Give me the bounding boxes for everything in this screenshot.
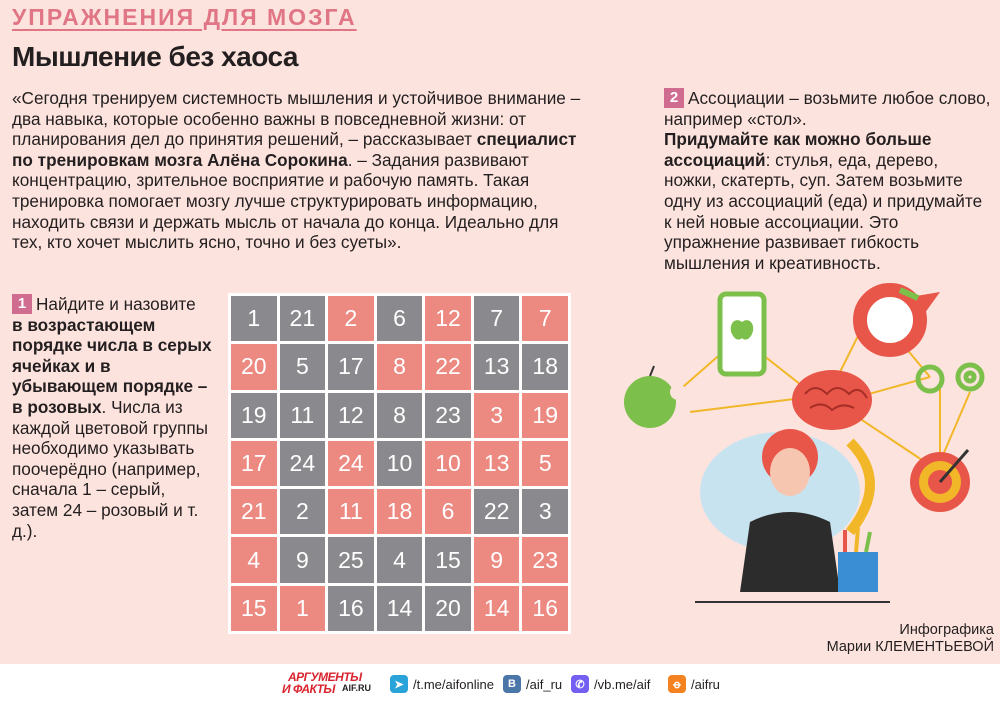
gray-number-cell: 18 <box>522 344 568 390</box>
footer: АРГУМЕНТЫ И ФАКТЫ AIF.RU ➤ /t.me/aifonli… <box>0 664 1000 703</box>
pink-number-cell: 4 <box>231 537 277 583</box>
expert-name: специалист по тренировкам мозга Алёна Со… <box>12 129 577 170</box>
odnoklassniki-icon: ꝋ <box>668 675 686 693</box>
gray-number-cell: 6 <box>376 296 423 342</box>
pink-number-cell: 10 <box>425 440 471 487</box>
gray-number-cell: 2 <box>279 489 326 535</box>
intro-part2: . – Задания развивают концентрацию, зрит… <box>12 149 559 253</box>
gray-number-cell: 9 <box>279 537 326 583</box>
pink-number-cell: 19 <box>522 392 568 438</box>
pink-number-cell: 12 <box>425 296 471 342</box>
task-1-rest: . Числа из каждой цветовой группы необхо… <box>12 396 208 541</box>
gray-number-cell: 5 <box>279 344 326 390</box>
telegram-link[interactable]: ➤ /t.me/aifonline <box>390 675 494 693</box>
gray-number-cell: 8 <box>376 392 423 438</box>
pink-number-cell: 2 <box>328 296 374 342</box>
pink-number-cell: 21 <box>231 489 277 535</box>
logo-site: AIF.RU <box>342 683 371 693</box>
aif-logo[interactable]: АРГУМЕНТЫ И ФАКТЫ AIF.RU <box>282 670 380 696</box>
task-2-number: 2 <box>664 88 684 108</box>
gray-number-cell: 25 <box>328 537 374 583</box>
pink-number-cell: 6 <box>425 489 471 535</box>
telegram-icon: ➤ <box>390 675 408 693</box>
viber-link[interactable]: ✆ /vb.me/aif <box>571 675 650 693</box>
number-grid: 1 21 2 6 12 7 7 20 5 17 8 22 13 18 19 11 12 8 23 3 19 17 24 24 1… <box>228 293 571 634</box>
vk-icon: B <box>503 675 521 693</box>
vk-link[interactable]: B /aif_ru <box>503 675 562 693</box>
credit-line2: Марии КЛЕМЕНТЬЕВОЙ <box>826 639 994 655</box>
pink-number-cell: 14 <box>473 585 520 631</box>
gray-number-cell: 23 <box>425 392 471 438</box>
task-1: 1 Найдите и назовите в возрастающем поряд… <box>12 294 212 541</box>
gray-number-cell: 22 <box>473 489 520 535</box>
pink-number-cell: 17 <box>231 440 277 487</box>
gray-number-cell: 7 <box>473 296 520 342</box>
pink-number-cell: 1 <box>279 585 326 631</box>
task-2-bold: Придумайте как можно больше ассоциаций <box>664 129 932 170</box>
gray-number-cell: 20 <box>425 585 471 631</box>
gray-number-cell: 11 <box>279 392 326 438</box>
gray-number-cell: 15 <box>425 537 471 583</box>
gray-number-cell: 14 <box>376 585 423 631</box>
gray-number-cell: 1 <box>231 296 277 342</box>
pink-number-cell: 3 <box>473 392 520 438</box>
task-1-line1: Найдите и назовите <box>36 294 196 314</box>
gray-number-cell: 16 <box>328 585 374 631</box>
task-1-bold: в возрастающем порядке числа в серых яче… <box>12 314 212 417</box>
gears-icon <box>915 362 985 394</box>
pink-number-cell: 24 <box>328 440 374 487</box>
task-2-intro: Ассоциации – возьмите любое слово, напри… <box>664 88 991 129</box>
vk-label: /aif_ru <box>526 676 563 692</box>
apple-icon <box>624 365 686 428</box>
gray-number-cell: 24 <box>279 440 326 487</box>
logo-line1: АРГУМЕНТЫ <box>288 670 362 684</box>
gray-number-cell: 10 <box>376 440 423 487</box>
task-2-rest: : стулья, еда, дерево, ножки, скатерть, … <box>664 149 983 273</box>
gray-number-cell: 4 <box>376 537 423 583</box>
donut-chart-icon <box>853 283 940 357</box>
pink-number-cell: 22 <box>425 344 471 390</box>
target-icon <box>910 449 970 512</box>
gray-number-cell: 13 <box>473 344 520 390</box>
intro-part1: «Сегодня тренируем системность мышления … <box>12 88 581 150</box>
logo-line2: И ФАКТЫ <box>282 682 335 696</box>
telegram-label: /t.me/aifonline <box>413 676 494 692</box>
gray-number-cell: 12 <box>328 392 374 438</box>
pink-number-cell: 8 <box>376 344 423 390</box>
task-1-number: 1 <box>12 294 32 314</box>
pink-number-cell: 9 <box>473 537 520 583</box>
woman-thinking-illustration <box>695 429 890 603</box>
pink-number-cell: 11 <box>328 489 374 535</box>
pink-number-cell: 7 <box>522 296 568 342</box>
headline: Мышление без хаоса <box>12 41 298 72</box>
pink-number-cell: 23 <box>522 537 568 583</box>
gray-number-cell: 3 <box>522 489 568 535</box>
infographic-credit: Инфографика Марии КЛЕМЕНТЬЕВОЙ <box>827 622 994 656</box>
gray-number-cell: 17 <box>328 344 374 390</box>
intro-text: «Сегодня тренируем системность мышления … <box>12 88 582 253</box>
pink-number-cell: 5 <box>522 440 568 487</box>
viber-icon: ✆ <box>571 675 589 693</box>
ok-label: /aifru <box>691 676 720 692</box>
odnoklassniki-link[interactable]: ꝋ /aifru <box>668 675 720 693</box>
gray-number-cell: 21 <box>279 296 326 342</box>
gray-number-cell: 19 <box>231 392 277 438</box>
task-2: 2 Ассоциации – возьмите любое слово, напр… <box>664 88 994 273</box>
pink-number-cell: 20 <box>231 344 277 390</box>
viber-label: /vb.me/aif <box>594 676 651 692</box>
rubric-title: УПРАЖНЕНИЯ ДЛЯ МОЗГА <box>12 4 357 30</box>
pink-number-cell: 13 <box>473 440 520 487</box>
brain-icon <box>792 370 872 430</box>
pink-number-cell: 18 <box>376 489 423 535</box>
phone-icon <box>717 291 767 377</box>
pink-number-cell: 16 <box>522 585 568 631</box>
brain-illustration <box>624 283 985 603</box>
pink-number-cell: 15 <box>231 585 277 631</box>
credit-line1: Инфографика <box>899 622 994 638</box>
